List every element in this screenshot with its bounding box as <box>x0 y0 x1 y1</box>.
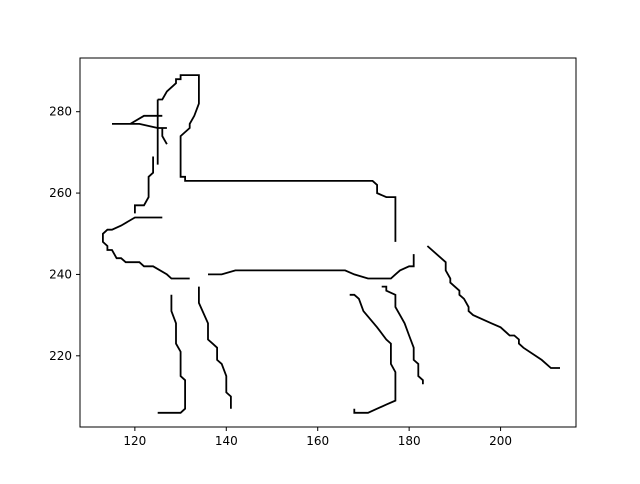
series-line-8 <box>208 254 415 280</box>
series-line-11 <box>349 293 397 414</box>
series-line-6 <box>133 156 155 214</box>
x-tick-label: 120 <box>123 434 146 448</box>
plot-frame <box>79 57 577 428</box>
series-line-9 <box>197 286 232 409</box>
y-tick-label: 220 <box>49 349 72 363</box>
series-line-13 <box>426 245 560 369</box>
series-line-4 <box>157 74 397 242</box>
y-tick-label: 280 <box>49 105 72 119</box>
x-tick-label: 160 <box>306 434 329 448</box>
series-line-2 <box>129 114 163 125</box>
x-tick-label: 200 <box>489 434 512 448</box>
series-line-7 <box>102 216 190 280</box>
series-line-10 <box>157 294 187 414</box>
series-layer <box>102 74 560 414</box>
x-tick-label: 180 <box>398 434 421 448</box>
y-tick-label: 260 <box>49 186 72 200</box>
series-line-5 <box>161 128 168 145</box>
x-tick-label: 140 <box>215 434 238 448</box>
y-axis: 220 240 260 280 <box>49 105 80 363</box>
x-axis: 120 140 160 180 200 <box>123 427 512 448</box>
series-line-12 <box>381 285 424 385</box>
y-tick-label: 240 <box>49 267 72 281</box>
